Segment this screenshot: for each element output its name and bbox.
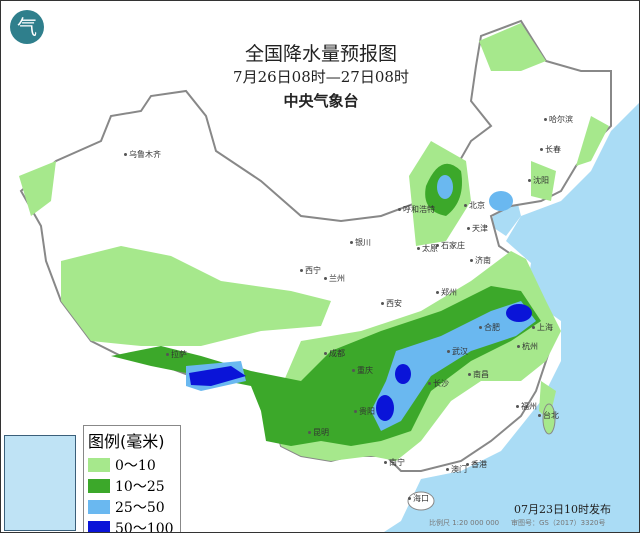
city-label: 西宁 <box>300 266 321 275</box>
city-label: 郑州 <box>436 288 457 297</box>
legend-label: 10～25 <box>115 478 165 495</box>
city-label: 长沙 <box>428 379 449 388</box>
city-label: 香港 <box>466 460 487 469</box>
map-review-number: 审图号：GS（2017）3320号 <box>511 519 606 527</box>
cma-logo-icon: 气 <box>10 10 44 44</box>
city-label: 重庆 <box>352 366 373 375</box>
city-label: 乌鲁木齐 <box>124 150 161 159</box>
taiwan-island <box>542 403 556 435</box>
legend-item: 50～100 <box>88 517 180 533</box>
city-label: 西安 <box>381 299 402 308</box>
city-label: 呼和浩特 <box>398 205 435 214</box>
city-label: 石家庄 <box>436 241 465 250</box>
city-label: 太原 <box>417 244 438 253</box>
city-label: 福州 <box>516 402 537 411</box>
map-scale: 比例尺 1:20 000 000 <box>429 519 500 527</box>
sea <box>384 103 639 532</box>
legend-item: 10～25 <box>88 475 180 496</box>
legend-title: 图例(毫米) <box>88 432 165 451</box>
city-label: 海口 <box>408 494 429 503</box>
legend-swatch <box>88 499 110 514</box>
map-title: 全国降水量预报图 <box>244 43 397 65</box>
forecast-period: 7月26日08时—27日08时 <box>233 68 409 86</box>
city-label: 银川 <box>350 238 371 247</box>
city-label: 哈尔滨 <box>544 115 573 124</box>
city-label: 北京 <box>464 201 485 210</box>
city-label: 济南 <box>470 256 491 265</box>
city-label: 贵阳 <box>354 407 375 416</box>
issuer: 中央气象台 <box>283 92 359 110</box>
city-label: 拉萨 <box>166 350 187 359</box>
city-label: 兰州 <box>324 274 345 283</box>
legend-item: 25～50 <box>88 496 180 517</box>
south-china-sea-inset <box>4 435 76 531</box>
city-label: 沈阳 <box>528 176 549 185</box>
city-label: 长春 <box>540 145 561 154</box>
rain-50-100 <box>189 304 532 421</box>
city-label: 杭州 <box>517 342 538 351</box>
hainan-island <box>407 491 435 511</box>
legend-label: 0～10 <box>115 457 156 474</box>
city-label: 天津 <box>467 224 488 233</box>
publish-time: 07月23日10时发布 <box>514 503 611 516</box>
city-label: 澳门 <box>446 465 467 474</box>
legend-label: 50～100 <box>115 520 174 533</box>
legend-item: 0～10 <box>88 454 180 475</box>
legend-swatch <box>88 520 110 532</box>
city-label: 武汉 <box>447 347 468 356</box>
city-label: 南宁 <box>384 458 405 467</box>
city-label: 合肥 <box>479 323 500 332</box>
city-label: 昆明 <box>308 428 329 437</box>
city-label: 成都 <box>324 349 345 358</box>
legend-swatch <box>88 457 110 472</box>
city-label: 南昌 <box>468 370 489 379</box>
legend-label: 25～50 <box>115 499 165 516</box>
city-label: 上海 <box>532 323 553 332</box>
city-label: 台北 <box>538 411 559 420</box>
legend: 图例(毫米) 0～10 10～25 25～50 50～100 <box>83 425 181 533</box>
legend-swatch <box>88 478 110 493</box>
